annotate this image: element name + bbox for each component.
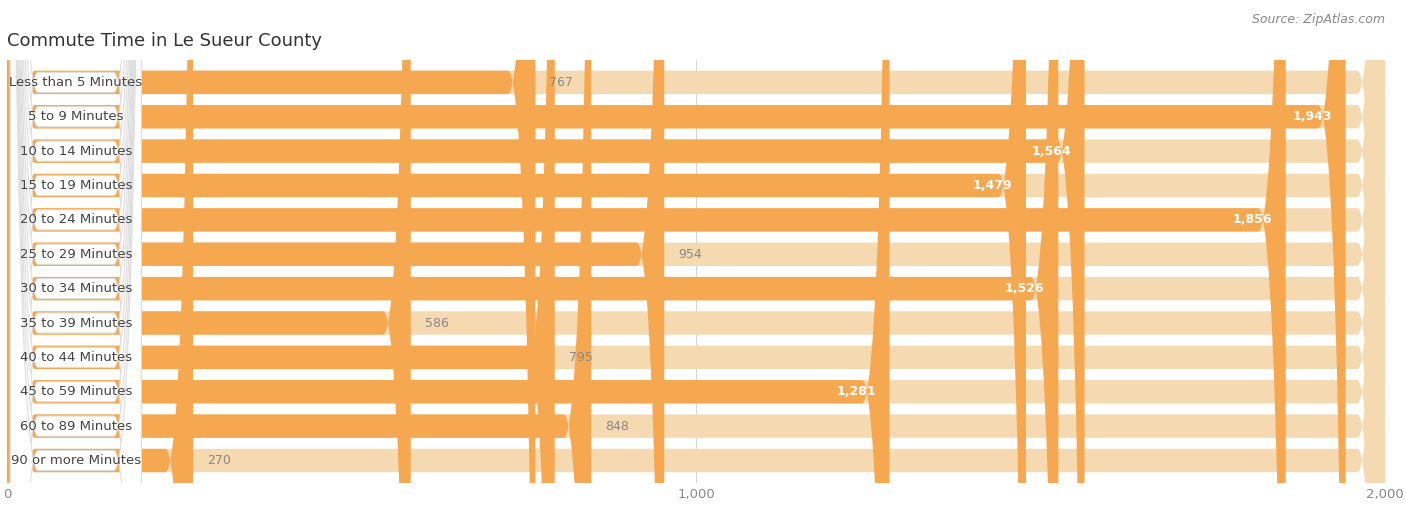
FancyBboxPatch shape xyxy=(10,0,142,522)
FancyBboxPatch shape xyxy=(7,0,890,522)
FancyBboxPatch shape xyxy=(7,0,1059,522)
FancyBboxPatch shape xyxy=(10,0,142,522)
Text: 1,943: 1,943 xyxy=(1292,110,1331,123)
Text: 1,856: 1,856 xyxy=(1233,213,1272,227)
FancyBboxPatch shape xyxy=(7,0,664,522)
Text: 60 to 89 Minutes: 60 to 89 Minutes xyxy=(20,420,132,433)
FancyBboxPatch shape xyxy=(7,0,1385,522)
FancyBboxPatch shape xyxy=(7,0,1084,522)
FancyBboxPatch shape xyxy=(7,0,1385,522)
FancyBboxPatch shape xyxy=(7,0,1385,522)
FancyBboxPatch shape xyxy=(10,0,142,522)
FancyBboxPatch shape xyxy=(7,0,411,522)
FancyBboxPatch shape xyxy=(7,0,1385,522)
Text: 10 to 14 Minutes: 10 to 14 Minutes xyxy=(20,145,132,158)
FancyBboxPatch shape xyxy=(10,0,142,522)
FancyBboxPatch shape xyxy=(7,0,1385,522)
Text: 1,526: 1,526 xyxy=(1005,282,1045,295)
FancyBboxPatch shape xyxy=(10,0,142,522)
FancyBboxPatch shape xyxy=(7,0,1385,522)
Text: 270: 270 xyxy=(207,454,231,467)
Text: 848: 848 xyxy=(605,420,628,433)
FancyBboxPatch shape xyxy=(7,0,1285,522)
Text: 15 to 19 Minutes: 15 to 19 Minutes xyxy=(20,179,132,192)
Text: 1,479: 1,479 xyxy=(973,179,1012,192)
Text: 25 to 29 Minutes: 25 to 29 Minutes xyxy=(20,248,132,261)
Text: 1,281: 1,281 xyxy=(837,385,876,398)
FancyBboxPatch shape xyxy=(7,0,1385,522)
FancyBboxPatch shape xyxy=(7,0,555,522)
FancyBboxPatch shape xyxy=(7,0,1385,522)
Text: Commute Time in Le Sueur County: Commute Time in Le Sueur County xyxy=(7,32,322,50)
FancyBboxPatch shape xyxy=(7,0,1346,522)
FancyBboxPatch shape xyxy=(7,0,536,522)
Text: 954: 954 xyxy=(678,248,702,261)
FancyBboxPatch shape xyxy=(7,0,592,522)
Text: 40 to 44 Minutes: 40 to 44 Minutes xyxy=(20,351,132,364)
FancyBboxPatch shape xyxy=(7,0,1385,522)
Text: 20 to 24 Minutes: 20 to 24 Minutes xyxy=(20,213,132,227)
Text: 1,564: 1,564 xyxy=(1031,145,1071,158)
FancyBboxPatch shape xyxy=(10,0,142,522)
FancyBboxPatch shape xyxy=(10,0,142,522)
Text: 90 or more Minutes: 90 or more Minutes xyxy=(11,454,141,467)
Text: 767: 767 xyxy=(550,76,574,89)
Text: Source: ZipAtlas.com: Source: ZipAtlas.com xyxy=(1251,13,1385,26)
FancyBboxPatch shape xyxy=(7,0,1026,522)
Text: 5 to 9 Minutes: 5 to 9 Minutes xyxy=(28,110,124,123)
Text: 30 to 34 Minutes: 30 to 34 Minutes xyxy=(20,282,132,295)
FancyBboxPatch shape xyxy=(10,0,142,522)
FancyBboxPatch shape xyxy=(7,0,1385,522)
FancyBboxPatch shape xyxy=(10,0,142,522)
Text: 35 to 39 Minutes: 35 to 39 Minutes xyxy=(20,316,132,329)
Text: 795: 795 xyxy=(568,351,592,364)
Text: 586: 586 xyxy=(425,316,449,329)
Text: 45 to 59 Minutes: 45 to 59 Minutes xyxy=(20,385,132,398)
FancyBboxPatch shape xyxy=(7,0,193,522)
FancyBboxPatch shape xyxy=(10,0,142,522)
FancyBboxPatch shape xyxy=(10,0,142,522)
FancyBboxPatch shape xyxy=(7,0,1385,522)
FancyBboxPatch shape xyxy=(10,0,142,522)
FancyBboxPatch shape xyxy=(7,0,1385,522)
Text: Less than 5 Minutes: Less than 5 Minutes xyxy=(10,76,142,89)
